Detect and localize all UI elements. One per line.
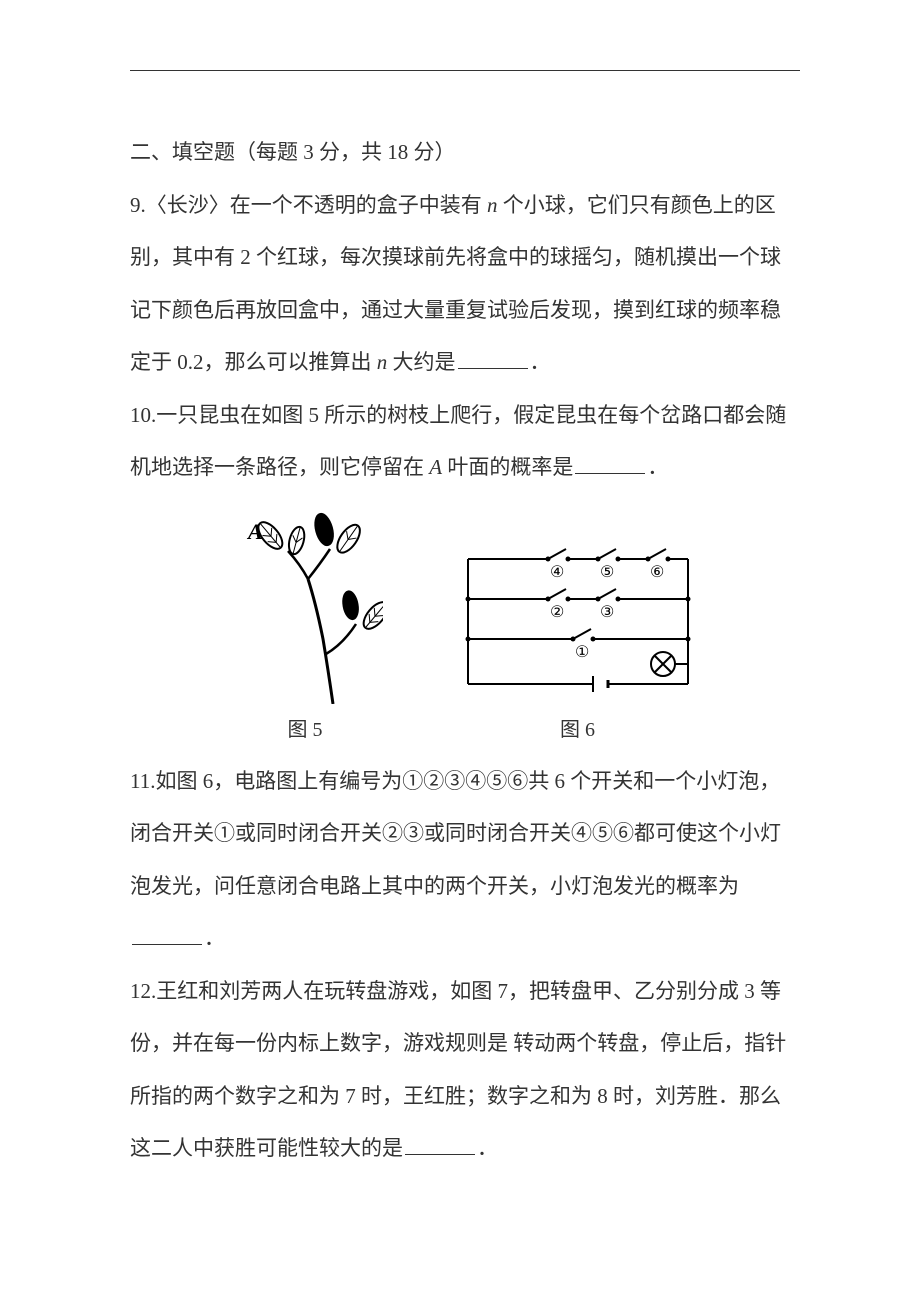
svg-text:⑤: ⑤ [600,564,614,581]
q10-part2: 叶面的概率是 [442,455,573,479]
q12-part1: 王红和刘芳两人在玩转盘游戏，如图 7，把转盘甲、乙分别分成 3 等份，并在每一份… [130,979,786,1161]
q10-number: 10. [130,403,156,427]
figures-row: A 图 5 [130,509,800,745]
q9-part4: ． [530,350,551,374]
q9-var-n: n [487,193,498,217]
circuit-diagram: ④ ⑤ ⑥ ② ③ ① [453,534,703,704]
figure-5-block: A 图 5 [228,509,383,745]
q9-number: 9. [130,193,146,217]
svg-text:④: ④ [550,564,564,581]
q12-blank [405,1135,475,1155]
q11-number: 11. [130,769,155,793]
question-9: 9.〈长沙〉在一个不透明的盒子中装有 n 个小球，它们只有颜色上的区别，其中有 … [130,179,800,389]
svg-text:⑥: ⑥ [650,564,664,581]
section-title: 二、填空题（每题 3 分，共 18 分） [130,126,800,179]
q9-part2: 个小球，它们只有颜色上的区别，其中有 2 个红球，每次摸球前先将盒中的球摇匀，随… [130,193,781,375]
q10-part3: ． [647,455,668,479]
question-11: 11.如图 6，电路图上有编号为①②③④⑤⑥共 6 个开关和一个小灯泡，闭合开关… [130,755,800,965]
q11-blank [132,925,202,945]
tree-branch-diagram: A [228,509,383,704]
q9-blank [458,349,528,369]
q10-var-a: A [429,455,442,479]
content-area: 二、填空题（每题 3 分，共 18 分） 9.〈长沙〉在一个不透明的盒子中装有 … [130,126,800,1175]
svg-text:②: ② [550,604,564,621]
figure-5-label: 图 5 [288,715,323,745]
q10-blank [575,454,645,474]
figure-6-label: 图 6 [560,715,595,745]
q9-var-n2: n [377,350,388,374]
page-top-rule [130,70,800,71]
figure-6-block: ④ ⑤ ⑥ ② ③ ① [453,534,703,745]
question-12: 12.王红和刘芳两人在玩转盘游戏，如图 7，把转盘甲、乙分别分成 3 等份，并在… [130,965,800,1175]
q9-source: 〈长沙〉 [146,193,230,217]
q9-part3: 大约是 [387,350,455,374]
q11-part2: ． [204,926,225,950]
q12-part2: ． [477,1136,498,1160]
q9-part1: 在一个不透明的盒子中装有 [230,193,487,217]
svg-text:①: ① [575,644,589,661]
q12-number: 12. [130,979,156,1003]
svg-text:③: ③ [600,604,614,621]
question-10: 10.一只昆虫在如图 5 所示的树枝上爬行，假定昆虫在每个岔路口都会随机地选择一… [130,389,800,494]
leaf-a-label: A [246,519,263,544]
q11-part1: 如图 6，电路图上有编号为①②③④⑤⑥共 6 个开关和一个小灯泡，闭合开关①或同… [130,769,781,898]
